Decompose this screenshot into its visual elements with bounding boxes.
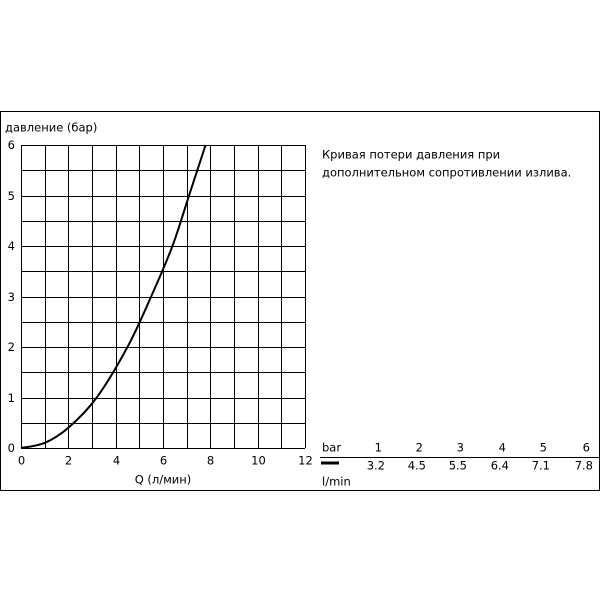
table-cell: 7.8 xyxy=(575,459,593,473)
curve xyxy=(20,144,207,449)
x-tick-label: 2 xyxy=(65,454,72,468)
table-cell: 6 xyxy=(583,441,590,455)
table-cell: 4 xyxy=(499,441,506,455)
table-cell: 5 xyxy=(540,441,547,455)
y-tick-label: 1 xyxy=(8,391,15,405)
x-tick-label: 10 xyxy=(251,454,266,468)
table-cell: 6.4 xyxy=(491,459,509,473)
y-tick-label: 4 xyxy=(8,239,15,253)
table-cell: 3.2 xyxy=(367,459,385,473)
x-axis-label: Q (л/мин) xyxy=(135,473,192,487)
y-tick-label: 6 xyxy=(8,138,15,152)
table-cell: 2 xyxy=(416,441,423,455)
description: Кривая потери давления при xyxy=(322,148,500,162)
x-tick-label: 12 xyxy=(298,454,313,468)
x-tick-label: 0 xyxy=(18,454,25,468)
table-cell: 3 xyxy=(457,441,464,455)
y-tick-label: 5 xyxy=(8,189,15,203)
y-tick-label: 2 xyxy=(8,340,15,354)
table-cell: 4.5 xyxy=(408,459,426,473)
x-tick-label: 8 xyxy=(207,454,214,468)
table-row-label: bar xyxy=(322,441,341,455)
y-tick-label: 3 xyxy=(8,290,15,304)
x-tick-label: 6 xyxy=(160,454,167,468)
table-cell: 5.5 xyxy=(449,459,467,473)
table-row-label: l/min xyxy=(322,475,351,489)
description: дополнительном сопротивлении излива. xyxy=(322,166,571,180)
y-tick-label: 0 xyxy=(8,441,15,455)
table-cell: 7.1 xyxy=(532,459,550,473)
y-axis-label: давление (бар) xyxy=(5,121,97,135)
table-cell: 1 xyxy=(375,441,382,455)
x-tick-label: 4 xyxy=(113,454,120,468)
